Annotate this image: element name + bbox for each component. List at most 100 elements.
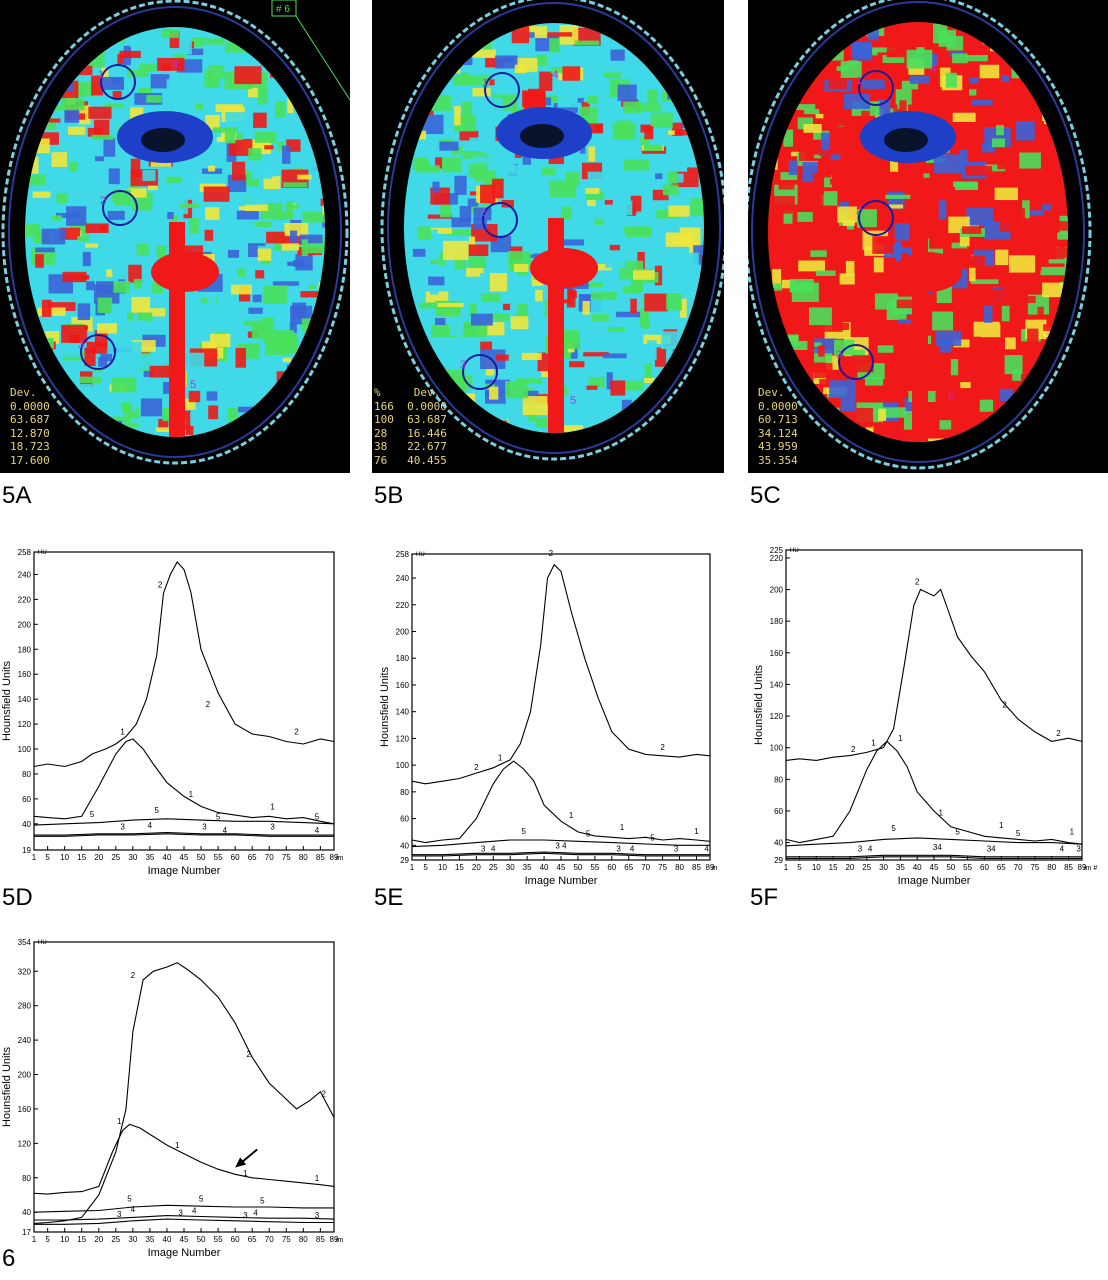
map-blotch [857, 209, 877, 228]
map-blotch [143, 367, 154, 377]
map-blotch [603, 353, 627, 359]
map-blotch [132, 340, 156, 352]
map-blotch [150, 74, 170, 89]
map-blotch [771, 196, 795, 214]
map-blotch [990, 44, 1007, 55]
y-tick-label: 320 [18, 967, 32, 976]
map-blotch [451, 386, 466, 403]
map-blotch [679, 58, 704, 71]
map-blotch [828, 76, 847, 89]
readout-line: Dev. [10, 386, 37, 399]
map-blotch [454, 105, 461, 126]
map-blotch [870, 47, 896, 53]
series-line-1 [785, 740, 1083, 845]
x-tick-label: 20 [472, 863, 481, 872]
map-blotch [553, 103, 578, 113]
map-blotch [666, 293, 682, 311]
map-blotch [1053, 373, 1068, 392]
map-blotch [879, 438, 890, 442]
curve-label: 1 [315, 1174, 320, 1183]
x-tick-label: 70 [641, 863, 650, 872]
map-blotch [435, 157, 443, 169]
map-blotch [286, 201, 294, 219]
map-blotch [68, 334, 80, 340]
map-blotch [1007, 296, 1036, 304]
map-blotch [275, 101, 285, 118]
x-tick-label: 55 [214, 1235, 223, 1244]
x-tick-label: 35 [145, 853, 154, 862]
map-blotch [594, 218, 604, 225]
map-blotch [203, 186, 230, 202]
map-blotch [85, 243, 98, 248]
skull-inner-ring [751, 1, 1085, 463]
roi-circle [838, 344, 874, 380]
x-tick-label: 15 [829, 863, 838, 872]
readout-line: 0.0000 [10, 399, 50, 413]
y-tick-label: 120 [18, 1139, 32, 1148]
map-blotch [1043, 324, 1068, 331]
readout-line: 43.959 [758, 440, 798, 453]
map-blotch [143, 308, 166, 317]
map-blotch [582, 300, 590, 315]
map-blotch [101, 67, 109, 85]
map-blotch [111, 280, 130, 293]
map-blotch [25, 156, 39, 174]
map-blotch [66, 206, 87, 226]
map-blotch [660, 103, 677, 114]
map-c-image: 1 2 3 4 5 [748, 0, 1092, 470]
map-blotch [888, 204, 904, 209]
map-blotch [110, 27, 127, 43]
x-tick-label: 30 [506, 863, 515, 872]
map-blotch [636, 211, 644, 223]
map-blotch [989, 55, 1003, 64]
map-blotch [1029, 210, 1044, 216]
map-blotch [236, 210, 259, 220]
y-tick-label: 200 [18, 1071, 32, 1080]
x-tick-label: 85 [316, 1235, 325, 1244]
map-blotch [188, 390, 201, 403]
map-blotch [644, 293, 668, 312]
map-blotch [34, 118, 61, 123]
map-blotch [87, 127, 104, 137]
map-blotch [973, 321, 1001, 338]
map-blotch [234, 66, 262, 85]
map-blotch [481, 293, 501, 303]
map-blotch [516, 304, 529, 321]
map-blotch [128, 188, 147, 198]
map-blotch [695, 304, 704, 313]
map-blotch [146, 95, 162, 103]
map-blotch [781, 27, 804, 36]
map-blotch [997, 159, 1016, 170]
map-blotch [789, 23, 818, 33]
map-blotch [445, 229, 472, 236]
readout-line: 17.600 [10, 453, 50, 467]
map-blotch [122, 403, 132, 415]
map-blotch [655, 173, 663, 180]
curve-label: 2 [206, 700, 211, 709]
map-blotch [503, 432, 527, 433]
curve-label: 1 [270, 802, 275, 811]
corner-tag-leader [295, 15, 350, 101]
map-blotch [297, 174, 312, 180]
map-blotch [430, 259, 439, 265]
map-blotch [1001, 75, 1009, 87]
map-blotch [222, 57, 229, 71]
map-blotch [489, 386, 499, 400]
map-blotch [813, 362, 833, 378]
x-tick-label: 10 [812, 863, 821, 872]
curve-label: 1 [498, 753, 503, 762]
map-blotch [1037, 306, 1044, 319]
x-tick-label: 50 [197, 1235, 206, 1244]
map-blotch [1004, 355, 1023, 375]
map-blotch [802, 162, 818, 173]
map-blotch [694, 265, 704, 283]
map-blotch [863, 353, 889, 361]
map-blotch [254, 221, 272, 227]
map-blotch [585, 188, 600, 194]
map-blotch [423, 160, 430, 168]
curve-label: 4 [562, 842, 567, 851]
map-blotch [969, 77, 979, 84]
map-blotch [878, 408, 887, 421]
map-blotch [772, 268, 782, 288]
